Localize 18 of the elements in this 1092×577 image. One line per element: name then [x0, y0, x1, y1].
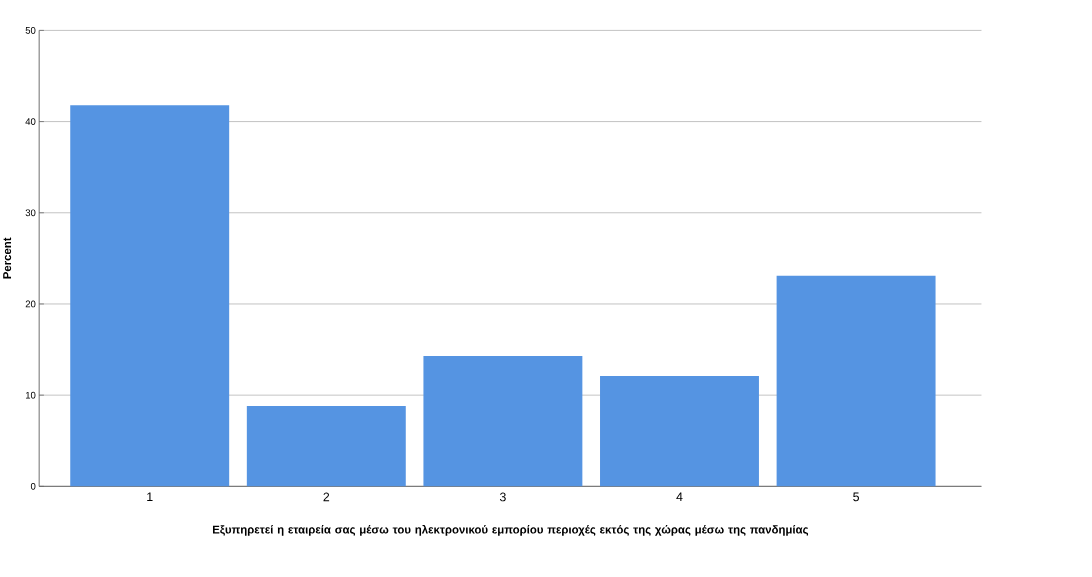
bar	[423, 356, 583, 487]
x-tick-label: 5	[853, 492, 859, 502]
y-axis-title: Percent	[3, 237, 12, 279]
x-tick-label: 4	[676, 492, 683, 502]
y-tick-label: 0	[30, 483, 36, 490]
x-tick-label: 1	[147, 492, 153, 502]
y-tick-label: 30	[25, 209, 36, 217]
bar	[246, 406, 406, 487]
x-tick-label: 3	[499, 492, 506, 502]
y-tick-label: 20	[25, 300, 36, 308]
bar	[600, 376, 759, 487]
y-tick-label: 50	[25, 27, 36, 34]
y-tick-label: 10	[25, 391, 36, 399]
bar	[776, 275, 936, 487]
bar	[70, 105, 230, 487]
x-tick-label: 2	[323, 492, 330, 502]
x-axis-title: Εξυπηρετεί η εταιρεία σας μέσω του ηλεκτρονικού εμπορίου περιοχές εκτός της χώρας μέσω της πανδημίας	[212, 525, 809, 537]
y-tick-label: 40	[25, 118, 36, 126]
